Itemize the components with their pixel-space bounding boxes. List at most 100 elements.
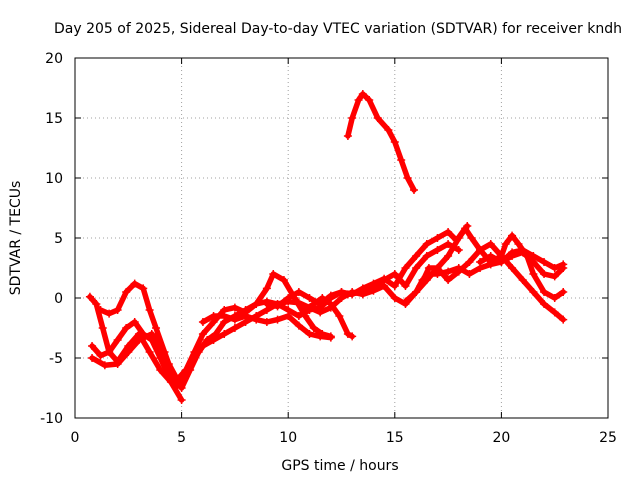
x-tick-label: 10	[279, 430, 297, 446]
data-point	[177, 384, 186, 392]
x-tick-label: 15	[386, 430, 404, 446]
data-point	[390, 282, 399, 290]
y-tick-label: 20	[45, 51, 63, 67]
data-point	[476, 258, 485, 266]
data-point	[497, 258, 506, 266]
data-point	[529, 288, 538, 296]
data-point	[88, 342, 97, 350]
data-point	[508, 231, 517, 240]
data-point	[412, 264, 421, 272]
data-point	[262, 284, 271, 293]
data-point	[373, 114, 382, 122]
data-point	[424, 264, 433, 272]
data-point	[550, 264, 559, 272]
data-point	[540, 258, 549, 266]
data-point	[209, 312, 218, 320]
data-series	[85, 90, 568, 404]
data-point	[279, 276, 288, 284]
data-point	[273, 315, 282, 324]
data-point	[444, 276, 453, 284]
data-point	[326, 300, 335, 308]
data-point	[105, 348, 114, 356]
data-point	[518, 276, 527, 284]
data-point	[122, 288, 131, 296]
data-point	[230, 324, 239, 332]
y-tick-label: 10	[45, 171, 63, 187]
data-point	[540, 300, 549, 308]
data-point	[269, 270, 278, 278]
data-point	[343, 290, 352, 299]
data-point	[284, 312, 293, 320]
data-point	[335, 312, 344, 320]
data-point	[518, 246, 527, 254]
data-point	[294, 321, 303, 330]
data-point	[177, 396, 186, 404]
data-point	[476, 246, 485, 254]
data-point	[113, 360, 122, 368]
data-point	[433, 246, 442, 254]
data-point	[380, 276, 389, 284]
data-point	[508, 264, 517, 272]
data-point	[401, 264, 410, 272]
data-point	[486, 260, 495, 269]
data-point	[134, 336, 143, 344]
data-point	[316, 332, 325, 341]
data-point	[198, 342, 207, 350]
data-point	[92, 300, 101, 308]
data-point	[412, 252, 421, 260]
data-point	[85, 292, 94, 301]
data-point	[348, 332, 357, 341]
data-point	[96, 351, 105, 360]
data-point	[173, 380, 182, 389]
data-point	[122, 324, 131, 332]
data-point	[403, 174, 412, 182]
data-point	[390, 270, 399, 278]
data-point	[147, 336, 156, 344]
data-point	[514, 240, 523, 248]
data-point	[301, 306, 310, 314]
data-point	[550, 272, 559, 281]
data-point	[416, 282, 425, 290]
data-point	[262, 300, 271, 308]
data-point	[444, 228, 453, 236]
data-point	[105, 309, 114, 318]
data-point	[294, 288, 303, 296]
data-point	[433, 264, 442, 272]
data-point	[348, 114, 357, 122]
data-point	[397, 156, 406, 164]
data-point	[540, 288, 549, 296]
data-point	[294, 312, 303, 320]
data-point	[467, 234, 476, 242]
data-point	[145, 348, 154, 356]
data-point	[465, 270, 474, 278]
data-point	[401, 282, 410, 290]
data-point	[309, 300, 318, 308]
x-tick-labels: 0 5 10 15 20 25	[71, 430, 617, 446]
data-point	[529, 252, 538, 260]
data-point	[252, 300, 261, 308]
data-point	[156, 354, 165, 362]
data-point	[454, 267, 463, 276]
data-point	[354, 96, 363, 104]
data-point	[454, 246, 463, 254]
data-point	[358, 288, 367, 296]
data-point	[96, 306, 105, 314]
data-point	[130, 318, 139, 326]
data-point	[220, 330, 229, 338]
data-point	[486, 252, 495, 260]
y-tick-label: -10	[40, 411, 63, 427]
data-point	[164, 372, 173, 380]
data-point	[559, 260, 568, 269]
data-point	[130, 279, 139, 288]
data-point	[358, 90, 367, 98]
data-point	[241, 312, 250, 320]
data-point	[145, 306, 154, 314]
data-point	[365, 96, 374, 104]
y-tick-label: 15	[45, 111, 63, 127]
data-point	[198, 330, 207, 338]
data-point	[444, 267, 453, 276]
data-point	[113, 336, 122, 344]
data-point	[444, 252, 453, 260]
data-point	[452, 236, 461, 245]
data-point	[326, 333, 335, 342]
